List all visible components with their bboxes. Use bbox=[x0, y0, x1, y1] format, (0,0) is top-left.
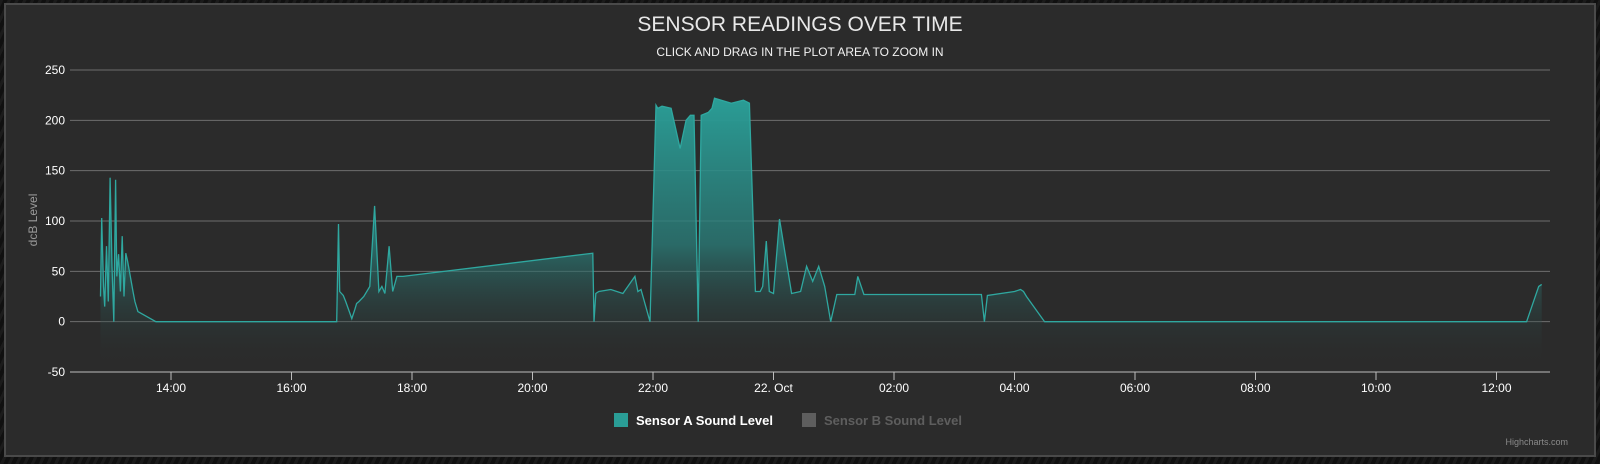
legend: Sensor A Sound Level Sensor B Sound Leve… bbox=[614, 413, 962, 428]
x-tick-label: 22:00 bbox=[638, 381, 668, 395]
y-tick-label: 200 bbox=[45, 113, 65, 127]
y-tick-label: 150 bbox=[45, 164, 65, 178]
y-tick-label: -50 bbox=[48, 365, 66, 379]
x-tick-label: 10:00 bbox=[1361, 381, 1391, 395]
chart-container[interactable] bbox=[4, 3, 1596, 457]
y-tick-label: 50 bbox=[52, 264, 66, 278]
grid-lines bbox=[70, 69, 1550, 323]
x-axis-ticks: 14:00 16:00 18:00 20:00 22:00 22. Oct 02:00 04:… bbox=[156, 372, 1512, 395]
x-tick-label: 20:00 bbox=[517, 381, 547, 395]
x-tick-label: 06:00 bbox=[1120, 381, 1150, 395]
legend-swatch-sensor-b bbox=[802, 413, 816, 427]
series-area-sensor-a[interactable] bbox=[100, 98, 1542, 364]
legend-item-sensor-a[interactable]: Sensor A Sound Level bbox=[614, 413, 773, 428]
y-tick-label: 100 bbox=[45, 214, 65, 228]
credits-link[interactable]: Highcharts.com bbox=[1505, 437, 1568, 447]
chart-subtitle: CLICK AND DRAG IN THE PLOT AREA TO ZOOM … bbox=[656, 45, 943, 59]
legend-label-sensor-a: Sensor A Sound Level bbox=[636, 413, 773, 428]
series-line-sensor-a[interactable] bbox=[99, 97, 1543, 323]
y-tick-label: 250 bbox=[45, 63, 65, 77]
x-tick-label: 12:00 bbox=[1481, 381, 1511, 395]
legend-item-sensor-b[interactable]: Sensor B Sound Level bbox=[802, 413, 962, 428]
x-tick-label: 04:00 bbox=[999, 381, 1029, 395]
x-tick-label: 16:00 bbox=[276, 381, 306, 395]
x-tick-label: 14:00 bbox=[156, 381, 186, 395]
x-tick-label: 22. Oct bbox=[754, 381, 793, 395]
x-tick-label: 18:00 bbox=[397, 381, 427, 395]
chart-title: SENSOR READINGS OVER TIME bbox=[637, 13, 962, 36]
y-tick-label: 0 bbox=[58, 315, 65, 329]
legend-label-sensor-b: Sensor B Sound Level bbox=[824, 413, 962, 428]
x-tick-label: 02:00 bbox=[879, 381, 909, 395]
y-axis-label: dcB Level bbox=[26, 194, 40, 247]
legend-swatch-sensor-a bbox=[614, 413, 628, 427]
y-axis-ticks: -50 0 50 100 150 200 250 bbox=[45, 63, 65, 379]
x-tick-label: 08:00 bbox=[1240, 381, 1270, 395]
